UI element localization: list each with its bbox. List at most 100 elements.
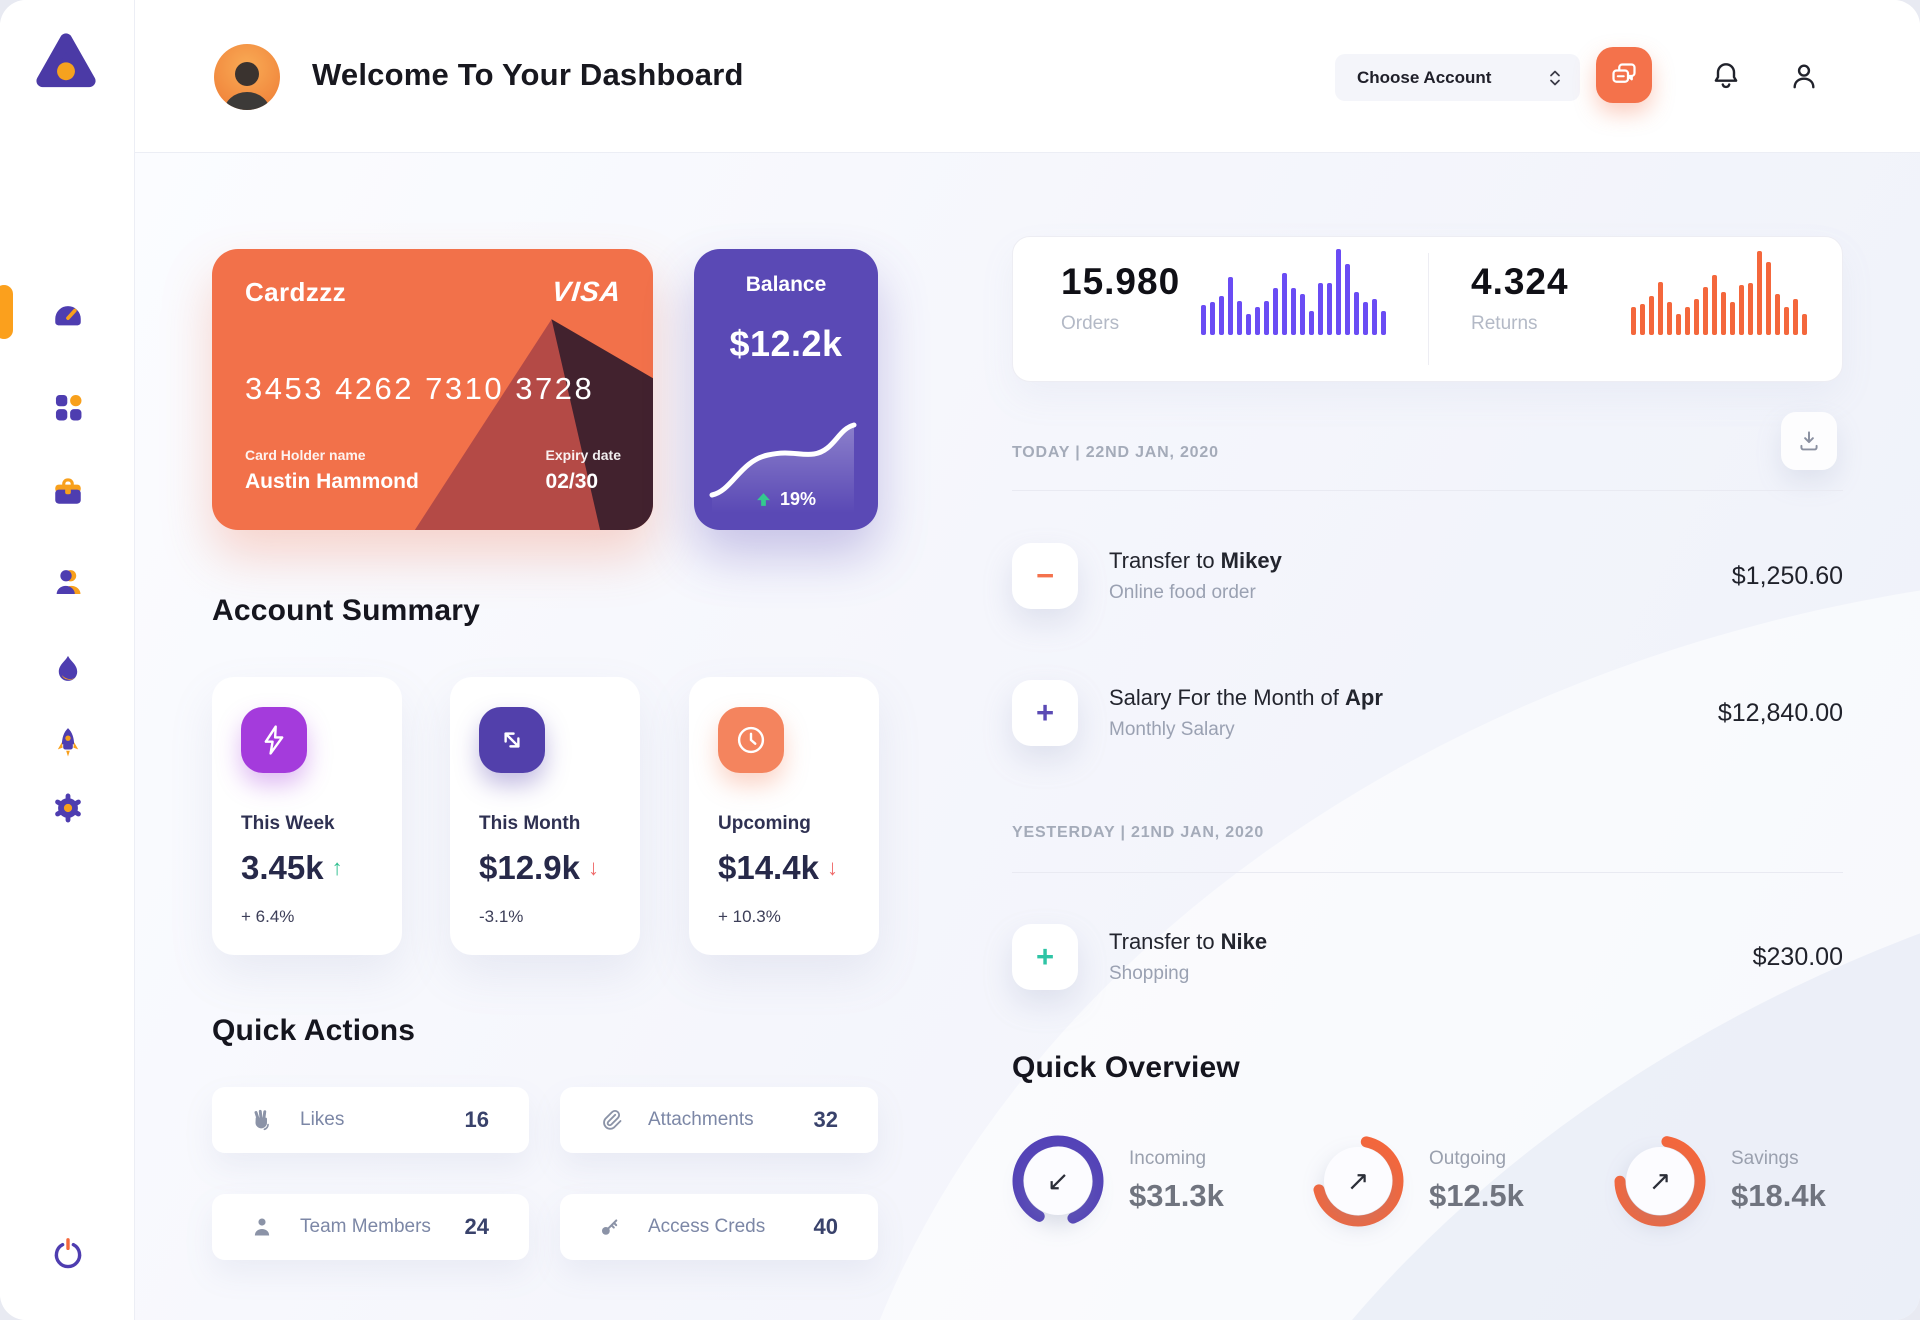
quick-action-team-members[interactable]: Team Members 24 [212,1194,529,1260]
summary-label: This Month [479,813,581,834]
group-heading-yesterday: YESTERDAY | 21ND JAN, 2020 [1012,824,1265,841]
summary-card-upcoming: Upcoming $14.4k ↓ + 10.3% [689,677,879,955]
users-icon [56,570,80,595]
quick-actions-title: Quick Actions [212,1014,416,1047]
sidebar-item-users[interactable] [0,552,135,612]
divider [1428,253,1429,365]
tx-sign: + [1035,939,1055,974]
tx-body: Transfer to Mikey Online food order [1109,548,1282,604]
overview-value: $31.3k [1129,1178,1224,1213]
sidebar-item-work[interactable] [0,462,135,522]
quick-action-access-creds[interactable]: Access Creds 40 [560,1194,878,1260]
quick-action-likes[interactable]: Likes 16 [212,1087,529,1153]
overview-text: Savings $18.4k [1731,1148,1826,1214]
user-avatar[interactable] [214,44,280,110]
tx-sign: − [1035,558,1055,593]
member-icon [254,1218,270,1236]
balance-sparkline [709,422,857,513]
summary-change: + 10.3% [718,907,781,926]
transaction-row[interactable]: + Salary For the Month of Apr Monthly Sa… [1012,669,1843,757]
card-number: 3453 4262 7310 3728 [245,371,595,406]
tx-title: Transfer to Mikey [1109,548,1282,574]
summary-card-this-week: This Week 3.45k ↑ + 6.4% [212,677,402,955]
diagonal-arrow-icon [479,707,545,773]
quick-action-count: 16 [464,1107,489,1132]
balance-change: 19% [779,489,817,509]
orders-returns-card: 15.980 Orders 4.324 Returns [1012,236,1843,382]
tx-title-bold: Mikey [1220,548,1282,573]
clap-icon [254,1109,269,1131]
transaction-row[interactable]: + Transfer to Nike Shopping $230.00 [1012,913,1843,1001]
overview-savings: ↗ Savings $18.4k [1614,1135,1826,1227]
balance-value: $12.2k [729,323,843,364]
choose-account-dropdown[interactable]: Choose Account [1335,54,1580,101]
tx-title-prefix: Salary For the Month of [1109,685,1345,710]
tx-title: Salary For the Month of Apr [1109,685,1383,711]
notifications-button[interactable] [1709,59,1743,93]
lightning-icon [241,707,307,773]
sidebar-item-launch[interactable] [0,713,135,773]
card-name: Cardzzz [245,277,347,307]
card-expiry: Expiry date 02/30 [546,447,621,494]
tx-subtitle: Shopping [1109,963,1190,984]
apps-grid-icon [55,394,81,421]
minus-icon: − [1012,543,1078,609]
rocket-icon [57,728,78,757]
trend-up-arrow-icon: ↑ [331,855,343,880]
active-nav-indicator [0,285,13,339]
visa-logo: VISA [550,276,623,307]
transaction-row[interactable]: − Transfer to Mikey Online food order $1… [1012,532,1843,620]
overview-label: Outgoing [1429,1148,1507,1169]
arrow-up-icon [757,493,770,506]
quick-action-count: 40 [813,1214,838,1239]
sidebar-item-trending[interactable] [0,640,135,700]
overview-label: Incoming [1129,1148,1207,1169]
choose-account-label: Choose Account [1357,67,1492,87]
download-button[interactable] [1781,412,1837,470]
chat-icon [1612,63,1636,83]
summary-label: This Week [241,813,335,834]
quick-action-label: Access Creds [648,1216,766,1237]
quick-action-label: Attachments [648,1109,754,1130]
quick-overview-title: Quick Overview [1012,1051,1240,1084]
summary-value: 3.45k ↑ [241,849,402,887]
credit-card: Cardzzz VISA 3453 4262 7310 3728 Card Ho… [212,249,653,530]
orders-value: 15.980 [1061,261,1181,302]
overview-incoming: ↙ Incoming $31.3k [1012,1135,1224,1227]
profile-button[interactable] [1787,59,1821,93]
summary-label: Upcoming [718,813,811,834]
summary-value-text: 3.45k [241,849,324,886]
main-content: Cardzzz VISA 3453 4262 7310 3728 Card Ho… [135,153,1920,1320]
returns-bar-chart [1631,249,1807,335]
clock-icon [718,707,784,773]
tx-amount: $1,250.60 [1731,561,1843,590]
tx-body: Salary For the Month of Apr Monthly Sala… [1109,685,1383,741]
messages-button[interactable] [1596,47,1652,103]
tx-sign: + [1035,695,1055,730]
sidebar-item-settings[interactable] [0,778,135,838]
group-heading-today: TODAY | 22ND JAN, 2020 [1012,444,1219,461]
tx-title-bold: Nike [1220,929,1268,954]
sidebar-item-dashboard[interactable] [0,286,135,346]
summary-change: + 6.4% [241,907,295,926]
overview-value: $18.4k [1731,1178,1826,1213]
summary-value: $14.4k ↓ [718,849,879,887]
outgoing-progress-ring: ↗ [1312,1135,1404,1227]
left-column: Cardzzz VISA 3453 4262 7310 3728 Card Ho… [212,249,879,1309]
tx-title: Transfer to Nike [1109,929,1267,955]
card-expiry-label: Expiry date [545,447,621,463]
summary-card-this-month: This Month $12.9k ↓ -3.1% [450,677,640,955]
quick-action-attachments[interactable]: Attachments 32 [560,1087,878,1153]
quick-action-label: Likes [300,1109,345,1130]
right-column: 15.980 Orders 4.324 Returns TODAY | 22ND… [1012,236,1843,1320]
divider [1012,490,1843,491]
balance-label: Balance [745,273,827,296]
logout-button[interactable] [0,1224,135,1284]
quick-action-count: 32 [813,1107,838,1132]
flame-icon [58,655,77,681]
chevron-updown-icon [1550,70,1560,85]
header: Welcome To Your Dashboard Choose Account [135,0,1920,153]
sidebar-item-apps[interactable] [0,377,135,437]
settings-gear-icon [54,793,81,823]
card-holder-name: Austin Hammond [245,470,419,493]
